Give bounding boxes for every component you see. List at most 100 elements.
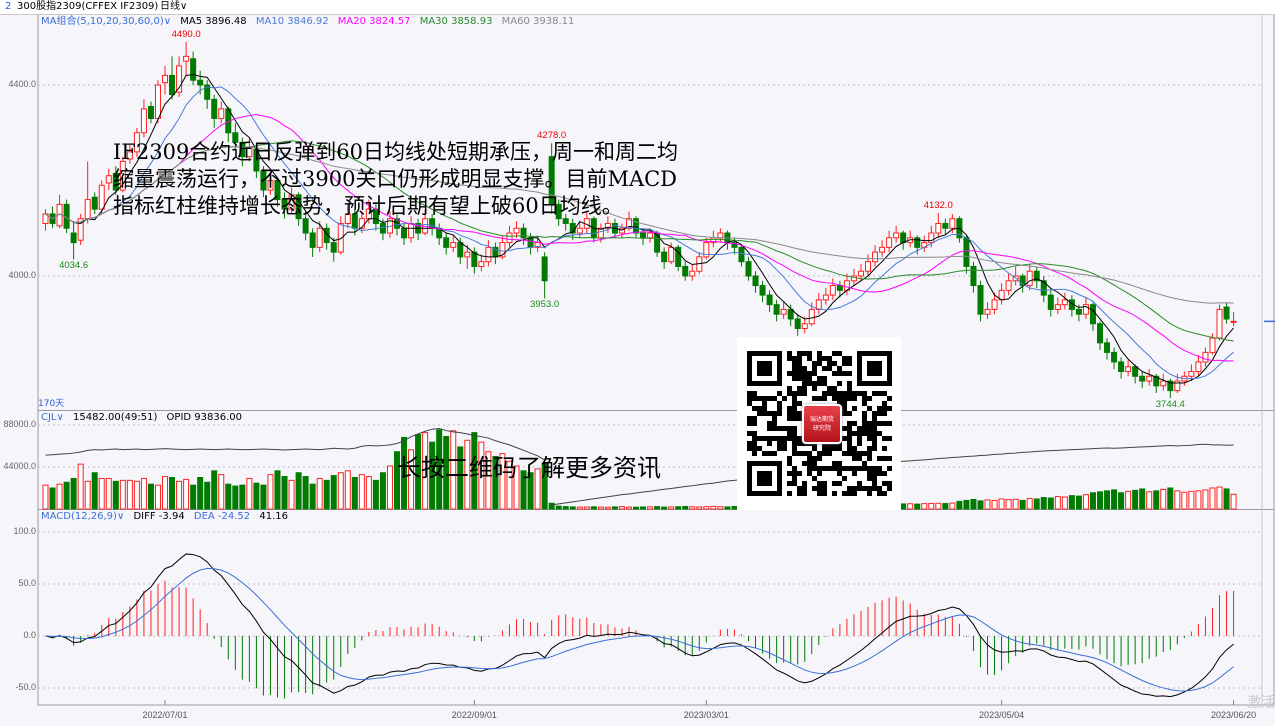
- qr-module: [782, 441, 787, 446]
- qr-module: [807, 376, 812, 381]
- qr-module: [792, 366, 797, 371]
- volume-bar: [900, 503, 907, 510]
- volume-bar: [1230, 493, 1237, 510]
- qr-module: [877, 471, 882, 476]
- qr-module: [877, 431, 882, 436]
- axis-tick-label: 4400.0: [8, 79, 36, 89]
- candle-body: [513, 227, 520, 234]
- volume-bar: [1019, 499, 1026, 510]
- candle-body: [140, 108, 147, 134]
- qr-module: [822, 466, 827, 471]
- qr-module: [837, 461, 842, 466]
- qr-module: [797, 416, 802, 421]
- volume-bar: [1153, 490, 1160, 510]
- candle-body: [984, 308, 991, 315]
- qr-module: [872, 476, 877, 481]
- qr-module: [822, 451, 827, 456]
- volume-bar: [520, 470, 527, 510]
- qr-code[interactable]: 瑞达期货 研究院: [737, 337, 901, 510]
- volume-bar: [471, 432, 478, 510]
- volume-bar: [942, 503, 949, 510]
- date-tick-label: 2022/07/01: [142, 710, 188, 720]
- candle-body: [879, 246, 886, 253]
- volume-bar: [633, 506, 640, 510]
- open-interest-line: [45, 428, 545, 461]
- qr-module: [827, 366, 832, 371]
- volume-bar: [443, 435, 450, 510]
- candle-body: [527, 237, 534, 248]
- candle-body: [1089, 304, 1096, 325]
- macd-legend: MACD(12,26,9)∨ DIFF -3.94 DEA -24.52 41.…: [41, 510, 294, 523]
- qr-module: [872, 421, 877, 426]
- volume-bar: [1209, 487, 1216, 510]
- qr-module: [862, 401, 867, 406]
- candle-body: [323, 227, 330, 244]
- qr-module: [857, 441, 862, 446]
- qr-module: [877, 456, 882, 461]
- qr-module: [817, 396, 822, 401]
- qr-module: [882, 446, 887, 451]
- qr-module: [872, 486, 877, 491]
- qr-module: [747, 401, 752, 406]
- volume-bar: [450, 430, 457, 510]
- candle-body: [162, 74, 169, 84]
- volume-bar: [309, 483, 316, 510]
- volume-bar: [147, 483, 154, 510]
- volume-bar: [70, 477, 77, 510]
- candle-body: [70, 232, 77, 244]
- qr-module: [797, 366, 802, 371]
- ma-group-selector[interactable]: MA组合(5,10,20,30,60,0)∨: [41, 16, 172, 27]
- volume-bar: [583, 506, 590, 510]
- qr-module: [762, 396, 767, 401]
- volume-bar: [1082, 494, 1089, 510]
- candle-body: [808, 308, 815, 325]
- volume-bar: [77, 463, 84, 510]
- volume-bar: [1146, 491, 1153, 510]
- qr-module: [792, 446, 797, 451]
- date-tick-label: 2023/06/20: [1211, 710, 1257, 720]
- qr-module: [862, 451, 867, 456]
- candle-body: [633, 218, 640, 234]
- candle-body: [576, 227, 583, 234]
- candle-body: [1202, 351, 1209, 363]
- qr-module: [832, 371, 837, 376]
- volume-bar: [977, 500, 984, 510]
- qr-module: [817, 451, 822, 456]
- period-selector[interactable]: 日线∨: [160, 1, 188, 12]
- qr-module: [862, 396, 867, 401]
- candle-body: [401, 227, 408, 239]
- candle-body: [1153, 375, 1160, 387]
- candle-body: [112, 172, 119, 191]
- volume-bar: [260, 484, 267, 510]
- qr-module: [757, 446, 762, 451]
- volume-bar: [492, 456, 499, 510]
- volume-indicator-selector[interactable]: CJL∨: [41, 412, 64, 423]
- qr-module: [807, 351, 812, 356]
- candle-body: [822, 294, 829, 301]
- candle-body: [625, 218, 632, 229]
- qr-module: [852, 391, 857, 396]
- volume-bar: [1054, 496, 1061, 510]
- volume-bar: [344, 470, 351, 510]
- qr-module: [882, 471, 887, 476]
- candle-body: [1160, 380, 1167, 387]
- candle-body: [1097, 323, 1103, 344]
- macd-indicator-selector[interactable]: MACD(12,26,9)∨: [41, 511, 125, 522]
- qr-module: [837, 371, 842, 376]
- qr-module: [797, 376, 802, 381]
- candle-body: [689, 270, 696, 277]
- candle-body: [204, 84, 211, 100]
- volume-bar: [1216, 486, 1223, 510]
- qr-module: [772, 421, 777, 426]
- volume-bar: [724, 506, 731, 510]
- qr-module: [802, 391, 807, 396]
- volume-bar: [197, 477, 204, 510]
- qr-module: [867, 431, 872, 436]
- qr-module: [852, 491, 857, 496]
- qr-module: [852, 456, 857, 461]
- volume-bar: [668, 506, 675, 510]
- candle-body: [520, 227, 527, 239]
- qr-module: [832, 446, 837, 451]
- volume-bar: [1047, 497, 1054, 510]
